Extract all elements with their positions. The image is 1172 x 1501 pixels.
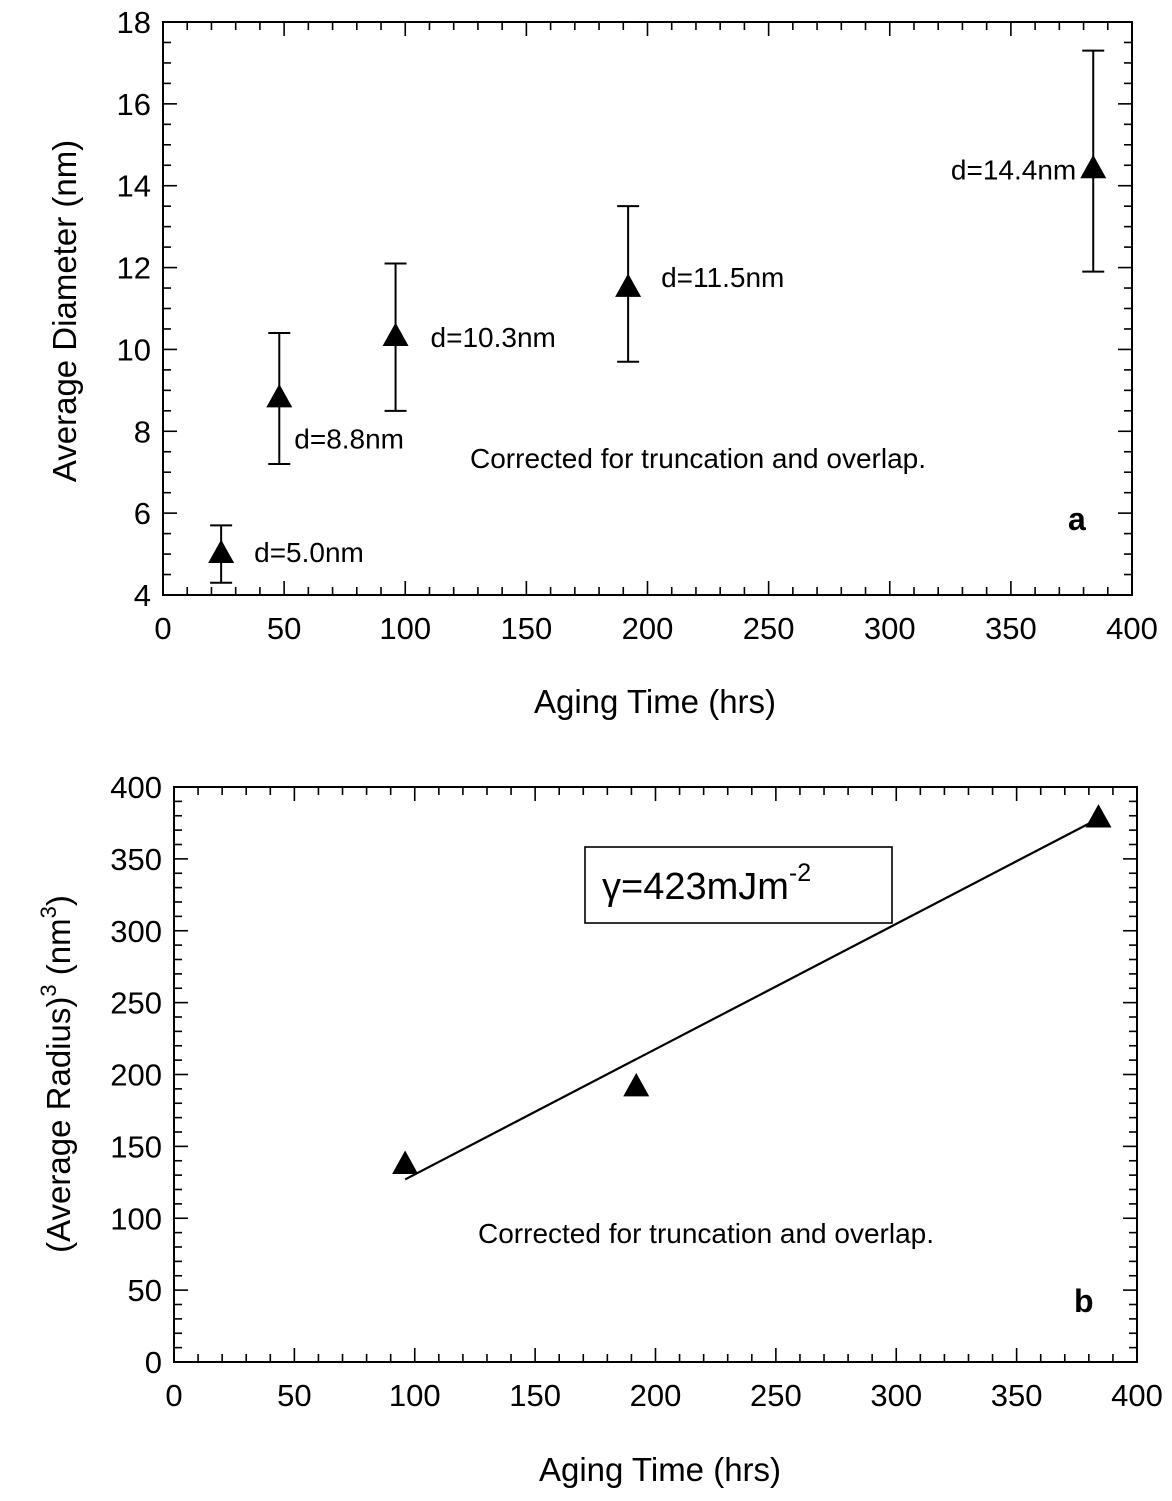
point-label: d=8.8nm [294,424,404,455]
x-axis-title-b: Aging Time (hrs) [539,1451,781,1488]
x-tick-label: 200 [622,611,674,646]
x-tick-label: 300 [864,611,916,646]
point-labels-a: d=5.0nm d=8.8nm d=10.3nm d=11.5nm d=14.4nm [254,154,1076,568]
point-label: d=10.3nm [431,322,556,353]
x-tick-label: 100 [379,611,431,646]
x-tick-label: 250 [743,611,795,646]
y-tick-label: 0 [145,1345,162,1380]
y-axis-title-a: Average Diameter (nm) [46,140,83,482]
axis-ticks-b [173,786,1138,1363]
x-axis-title-a: Aging Time (hrs) [534,683,776,720]
legend-text: γ=423mJm [602,866,789,908]
y-tick-label: 250 [110,986,162,1021]
x-tick-label: 250 [750,1378,802,1413]
x-tick-label: 150 [501,611,553,646]
note-a: Corrected for truncation and overlap. [470,443,926,474]
point-label: d=14.4nm [951,154,1076,185]
error-bars-a [210,49,1105,584]
legend-box: γ=423mJm-2 [584,846,893,924]
data-point [1085,804,1112,828]
chart-panel-b: 0 50 100 150 200 250 300 350 400 0 50 100 150 200 250 3… [36,770,1163,1488]
svg-text:γ=423mJm-2: γ=423mJm-2 [602,859,811,908]
chart-panel-a: 0 50 100 150 200 250 300 350 400 4 6 8 10 12 14 16 18 d=… [46,5,1158,720]
x-tick-label: 0 [165,1378,182,1413]
regression-line [404,817,1099,1181]
y-tick-label: 150 [110,1129,162,1164]
data-point [1080,154,1107,179]
x-tick-label: 150 [509,1378,561,1413]
x-tick-label: 50 [267,611,301,646]
x-tick-label: 350 [985,611,1037,646]
x-tick-label: 400 [1111,1378,1163,1413]
data-markers-a [208,154,1107,563]
y-tick-label: 300 [110,914,162,949]
point-label: d=5.0nm [254,537,364,568]
tick-labels-a: 0 50 100 150 200 250 300 350 400 4 6 8 10 12 14 16 18 [117,5,1158,646]
data-point [208,539,235,563]
y-tick-label: 4 [134,578,151,613]
fit-line-b [404,817,1099,1181]
y-tick-label: 6 [134,496,151,531]
y-tick-label: 50 [128,1273,162,1308]
plot-frame-a [162,21,1133,596]
x-tick-label: 100 [389,1378,441,1413]
data-point [615,273,642,297]
panel-label-b: b [1074,1283,1094,1319]
y-tick-label: 100 [110,1201,162,1236]
data-point [382,322,409,347]
y-tick-label: 18 [117,5,151,40]
y-tick-label: 14 [117,169,151,204]
tick-labels-b: 0 50 100 150 200 250 300 350 400 0 50 100 150 200 250 3… [110,770,1163,1413]
x-tick-label: 300 [870,1378,922,1413]
y-tick-label: 16 [117,87,151,122]
x-tick-label: 200 [630,1378,682,1413]
x-tick-label: 400 [1106,611,1158,646]
data-point [392,1150,419,1174]
legend-superscript: -2 [789,859,811,887]
x-tick-label: 50 [277,1378,311,1413]
x-tick-label: 0 [154,611,171,646]
axis-ticks-a [162,21,1133,596]
y-tick-label: 400 [110,770,162,805]
y-tick-label: 8 [134,414,151,449]
y-tick-label: 350 [110,842,162,877]
y-axis-title-b: (Average Radius)3 (nm3) [36,895,77,1253]
y-tick-label: 200 [110,1058,162,1093]
panel-label-a: a [1068,501,1086,537]
y-tick-label: 10 [117,332,151,367]
data-markers-b [392,804,1112,1174]
x-tick-label: 350 [991,1378,1043,1413]
point-label: d=11.5nm [661,262,784,293]
note-b: Corrected for truncation and overlap. [478,1218,934,1249]
y-tick-label: 12 [117,251,151,286]
data-point [266,384,293,408]
data-point [623,1072,650,1097]
